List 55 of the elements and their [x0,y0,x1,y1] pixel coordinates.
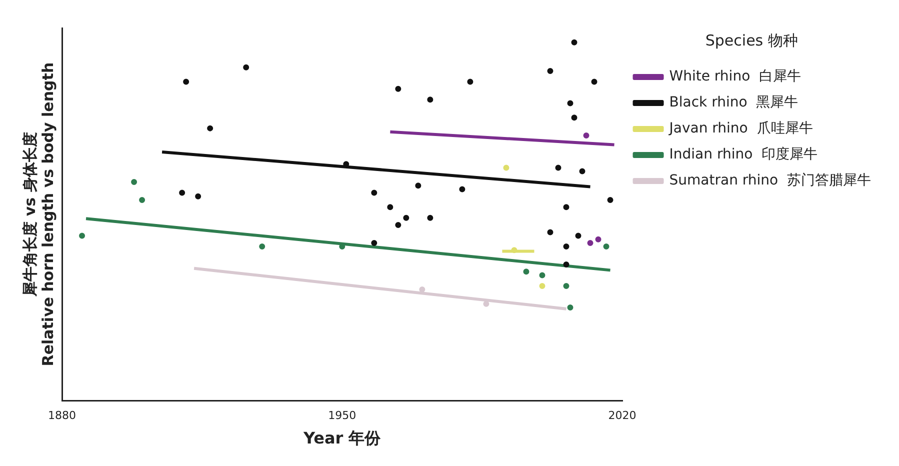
point [595,236,602,242]
point [395,222,402,228]
x-tick-label: 2020 [608,409,636,422]
point [563,261,570,268]
point [131,179,138,186]
point [523,268,530,275]
point [179,190,186,196]
point [79,232,86,239]
point [467,78,474,85]
point [575,232,582,239]
point [459,186,466,192]
point [427,96,434,103]
point [243,64,250,70]
legend-title: Species 物种 [705,31,798,50]
point [259,244,266,250]
point [579,168,586,174]
point [571,114,578,121]
point [207,125,214,132]
point [587,240,594,246]
point [415,182,422,189]
legend-label: Javan rhino 爪哇犀牛 [668,120,813,137]
point [183,78,190,85]
point [563,244,570,250]
point [583,132,590,138]
point [539,282,546,289]
legend-label: Sumatran rhino 苏门答腊犀牛 [669,172,872,189]
point [607,196,614,203]
point [403,214,410,221]
point [427,214,434,221]
point [387,204,394,210]
legend-label: Black rhino 黑犀牛 [669,94,798,111]
point [395,86,402,92]
point [195,193,202,200]
legend-label: Indian rhino 印度犀牛 [669,146,818,163]
point [547,229,554,236]
x-tick-label: 1950 [328,409,356,422]
point [371,190,378,196]
point [539,272,546,278]
point [563,282,570,289]
point [567,304,574,310]
y-axis-title: 犀牛角长度 vs 身体长度 Relative horn length vs body length [20,62,57,366]
point [591,78,598,85]
x-axis-title: Year 年份 [302,428,382,448]
legend-label: White rhino 白犀牛 [669,68,802,85]
point [603,244,610,250]
point [547,68,554,74]
point [503,164,510,171]
point [555,164,562,171]
x-tick-label: 1880 [48,409,76,422]
point [511,247,518,254]
point [371,240,378,246]
point [139,196,146,203]
point [571,39,578,46]
point [567,100,574,106]
point [563,204,570,210]
